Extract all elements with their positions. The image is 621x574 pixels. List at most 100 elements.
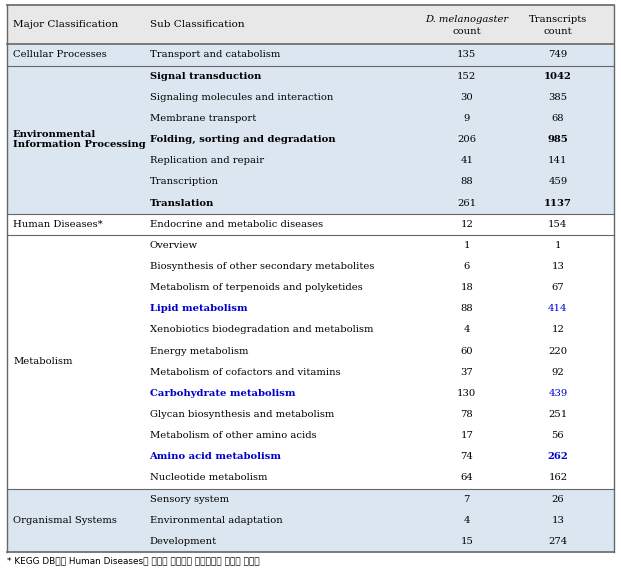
Text: 67: 67 bbox=[551, 283, 564, 292]
Text: count: count bbox=[453, 28, 481, 36]
Text: Xenobiotics biodegradation and metabolism: Xenobiotics biodegradation and metabolis… bbox=[150, 325, 373, 335]
Text: 414: 414 bbox=[548, 304, 568, 313]
Bar bbox=[7, 383, 614, 404]
Text: 1: 1 bbox=[463, 241, 470, 250]
Text: D. melanogaster: D. melanogaster bbox=[425, 15, 509, 24]
Text: Human Diseases*: Human Diseases* bbox=[13, 220, 102, 228]
Text: 274: 274 bbox=[548, 537, 568, 546]
Text: 261: 261 bbox=[457, 199, 476, 208]
Bar bbox=[7, 235, 614, 256]
Text: 74: 74 bbox=[460, 452, 473, 461]
Bar bbox=[7, 362, 614, 383]
Text: Metabolism: Metabolism bbox=[13, 357, 73, 366]
Text: Sensory system: Sensory system bbox=[150, 495, 229, 503]
Text: * KEGG DB에서 Human Diseases로 분류된 애기장대 유전자들과 유사한 경우임: * KEGG DB에서 Human Diseases로 분류된 애기장대 유전자… bbox=[7, 556, 260, 565]
Bar bbox=[7, 214, 614, 235]
Text: Amino acid metabolism: Amino acid metabolism bbox=[150, 452, 281, 461]
Text: Transcription: Transcription bbox=[150, 177, 219, 187]
Bar bbox=[7, 44, 614, 65]
Text: 88: 88 bbox=[460, 177, 473, 187]
Text: Metabolism of cofactors and vitamins: Metabolism of cofactors and vitamins bbox=[150, 368, 340, 377]
Text: 9: 9 bbox=[464, 114, 470, 123]
Text: Major Classification: Major Classification bbox=[13, 20, 118, 29]
Text: 15: 15 bbox=[460, 537, 473, 546]
Text: 135: 135 bbox=[457, 51, 476, 60]
Text: 162: 162 bbox=[548, 474, 568, 483]
Text: 30: 30 bbox=[460, 93, 473, 102]
Bar bbox=[7, 488, 614, 510]
Bar bbox=[7, 446, 614, 467]
Text: 68: 68 bbox=[551, 114, 564, 123]
Text: Transport and catabolism: Transport and catabolism bbox=[150, 51, 280, 60]
Bar bbox=[7, 531, 614, 552]
Text: 4: 4 bbox=[463, 325, 470, 335]
Bar bbox=[7, 129, 614, 150]
Text: 4: 4 bbox=[463, 516, 470, 525]
Text: 459: 459 bbox=[548, 177, 568, 187]
Bar bbox=[7, 192, 614, 214]
Bar bbox=[7, 87, 614, 108]
Text: 60: 60 bbox=[461, 347, 473, 355]
Text: Cellular Processes: Cellular Processes bbox=[13, 51, 107, 60]
Text: 12: 12 bbox=[460, 220, 473, 228]
Text: count: count bbox=[543, 28, 572, 36]
Text: 88: 88 bbox=[460, 304, 473, 313]
Text: Replication and repair: Replication and repair bbox=[150, 156, 264, 165]
Text: Sub Classification: Sub Classification bbox=[150, 20, 244, 29]
Text: 206: 206 bbox=[457, 135, 476, 144]
Text: Biosynthesis of other secondary metabolites: Biosynthesis of other secondary metaboli… bbox=[150, 262, 374, 271]
Text: 439: 439 bbox=[548, 389, 568, 398]
Text: 1: 1 bbox=[555, 241, 561, 250]
Text: 18: 18 bbox=[460, 283, 473, 292]
Text: Glycan biosynthesis and metabolism: Glycan biosynthesis and metabolism bbox=[150, 410, 334, 419]
Text: 13: 13 bbox=[551, 516, 564, 525]
Text: Carbohydrate metabolism: Carbohydrate metabolism bbox=[150, 389, 295, 398]
Bar bbox=[7, 5, 614, 44]
Text: 7: 7 bbox=[464, 495, 470, 503]
Text: Folding, sorting and degradation: Folding, sorting and degradation bbox=[150, 135, 335, 144]
Text: 37: 37 bbox=[460, 368, 473, 377]
Text: 152: 152 bbox=[457, 72, 476, 80]
Text: 12: 12 bbox=[551, 325, 564, 335]
Text: Endocrine and metabolic diseases: Endocrine and metabolic diseases bbox=[150, 220, 323, 228]
Text: 985: 985 bbox=[548, 135, 568, 144]
Text: 92: 92 bbox=[551, 368, 564, 377]
Text: 251: 251 bbox=[548, 410, 568, 419]
Bar bbox=[7, 256, 614, 277]
Text: Environmental adaptation: Environmental adaptation bbox=[150, 516, 283, 525]
Bar bbox=[7, 150, 614, 171]
Text: Development: Development bbox=[150, 537, 217, 546]
Text: 385: 385 bbox=[548, 93, 568, 102]
Bar bbox=[7, 108, 614, 129]
Text: 141: 141 bbox=[548, 156, 568, 165]
Bar bbox=[7, 467, 614, 488]
Bar bbox=[7, 404, 614, 425]
Text: Signaling molecules and interaction: Signaling molecules and interaction bbox=[150, 93, 333, 102]
Bar bbox=[7, 510, 614, 531]
Bar bbox=[7, 298, 614, 319]
Text: Metabolism of other amino acids: Metabolism of other amino acids bbox=[150, 431, 316, 440]
Bar bbox=[7, 277, 614, 298]
Text: 1137: 1137 bbox=[544, 199, 572, 208]
Text: 130: 130 bbox=[457, 389, 476, 398]
Text: 262: 262 bbox=[548, 452, 568, 461]
Text: 78: 78 bbox=[460, 410, 473, 419]
Bar bbox=[7, 65, 614, 87]
Text: 1042: 1042 bbox=[544, 72, 572, 80]
Text: Metabolism of terpenoids and polyketides: Metabolism of terpenoids and polyketides bbox=[150, 283, 362, 292]
Bar bbox=[7, 425, 614, 446]
Text: Nucleotide metabolism: Nucleotide metabolism bbox=[150, 474, 267, 483]
Text: 26: 26 bbox=[551, 495, 564, 503]
Text: Overview: Overview bbox=[150, 241, 197, 250]
Bar bbox=[7, 319, 614, 340]
Text: 749: 749 bbox=[548, 51, 568, 60]
Text: Signal transduction: Signal transduction bbox=[150, 72, 261, 80]
Text: Translation: Translation bbox=[150, 199, 214, 208]
Text: 17: 17 bbox=[460, 431, 473, 440]
Text: 6: 6 bbox=[464, 262, 470, 271]
Text: Membrane transport: Membrane transport bbox=[150, 114, 256, 123]
Text: 154: 154 bbox=[548, 220, 568, 228]
Text: Environmental
Information Processing: Environmental Information Processing bbox=[13, 130, 146, 149]
Text: Lipid metabolism: Lipid metabolism bbox=[150, 304, 247, 313]
Text: Organismal Systems: Organismal Systems bbox=[13, 516, 117, 525]
